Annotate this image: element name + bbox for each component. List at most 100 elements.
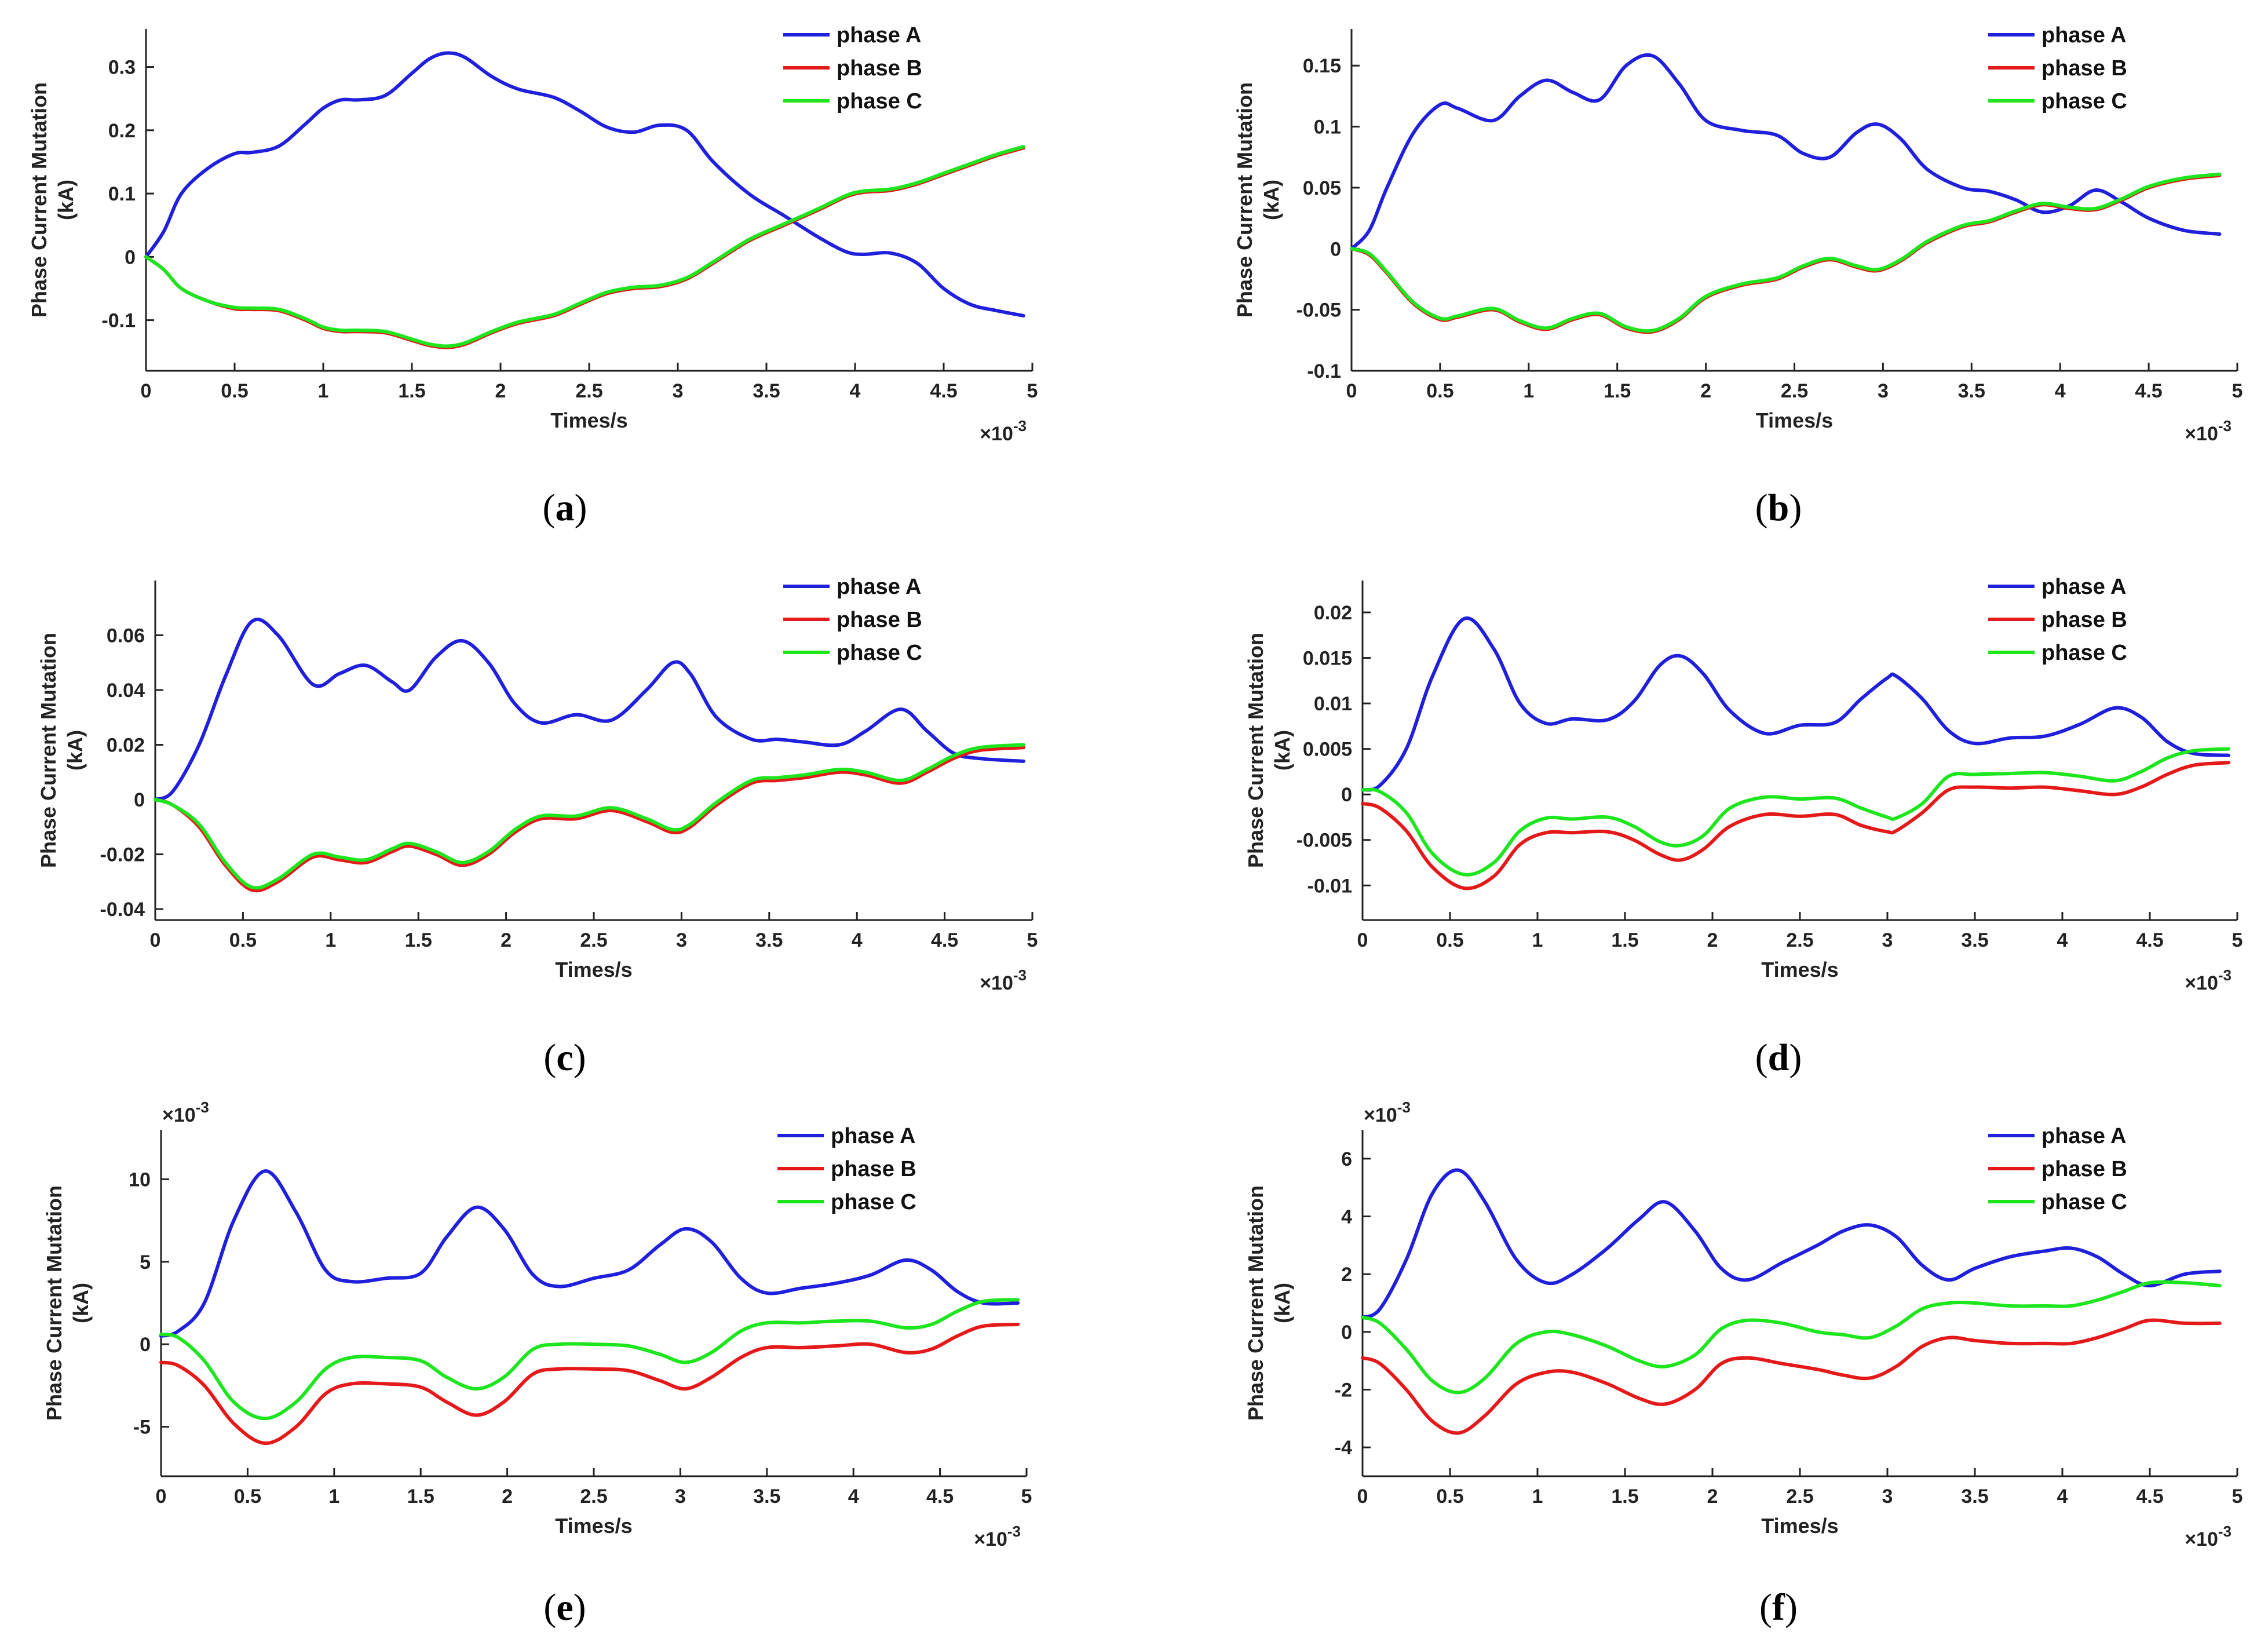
x-tick-label: 3 — [1878, 380, 1889, 402]
series-line-phase-b — [1361, 761, 2230, 890]
legend-entry: phase C — [831, 1190, 916, 1214]
x-tick-label: 3.5 — [755, 929, 783, 951]
y-tick-label: 0.04 — [107, 680, 145, 702]
x-tick-label: 1.5 — [398, 380, 425, 402]
panel-caption: (c) — [543, 1036, 586, 1079]
x-tick-label: 0 — [1346, 380, 1357, 402]
y-tick-label: -0.04 — [100, 899, 145, 921]
x-tick-label: 4 — [2055, 380, 2066, 402]
x-tick-label: 0 — [156, 1486, 167, 1508]
x-tick-label: 3.5 — [1961, 1486, 1988, 1508]
x-tick-label: 0 — [1357, 1486, 1368, 1508]
x-axis-exponent: ×10-3 — [2185, 966, 2232, 994]
x-tick-label: 4 — [852, 929, 863, 951]
x-tick-label: 2.5 — [1781, 380, 1808, 402]
x-tick-label: 2 — [502, 1486, 513, 1508]
x-axis-exponent: ×10-3 — [980, 966, 1027, 994]
x-tick-label: 4 — [848, 1486, 859, 1508]
series-line-phase-a — [144, 51, 1025, 317]
legend-entry: phase A — [2041, 575, 2126, 599]
x-axis-label: Times/s — [555, 958, 632, 981]
y-tick-label: -5 — [133, 1417, 151, 1439]
x-tick-label: 1.5 — [1611, 1486, 1638, 1508]
y-tick-label: -0.02 — [100, 844, 145, 866]
y-tick-label: 0.06 — [107, 625, 145, 647]
y-tick-label: 0.02 — [1314, 602, 1352, 624]
x-tick-label: 0.5 — [234, 1486, 261, 1508]
y-tick-label: 0.005 — [1303, 739, 1352, 761]
chart-panel-d: 0 0.5 1 1.5 2 2.5 3 3.5 4 4.5 5 -0.01 -0.005 0 0.005 0.… — [1244, 575, 2243, 1079]
x-tick-label: 0.5 — [221, 380, 248, 402]
x-tick-label: 1 — [1532, 1486, 1543, 1508]
x-tick-label: 2 — [1707, 1486, 1718, 1508]
x-tick-label: 3.5 — [1961, 929, 1988, 951]
y-axis-unit: (kA) — [1259, 180, 1283, 220]
series-line-phase-a — [1361, 1168, 2222, 1319]
y-tick-label: 0.05 — [1303, 177, 1341, 199]
x-tick-label: 3.5 — [1958, 380, 1985, 402]
x-tick-label: 4 — [850, 380, 861, 402]
x-tick-label: 5 — [2232, 1486, 2243, 1508]
y-tick-label: 0.2 — [108, 120, 136, 142]
x-tick-label: 3 — [1882, 1486, 1893, 1508]
x-tick-label: 1 — [328, 1486, 339, 1508]
legend-entry: phase A — [2041, 23, 2126, 48]
x-axis-label: Times/s — [555, 1514, 632, 1538]
panel-caption: (a) — [543, 487, 587, 529]
x-tick-label: 4 — [2057, 929, 2068, 951]
x-tick-label: 2 — [501, 929, 512, 951]
y-tick-label: 0 — [125, 246, 136, 268]
x-tick-label: 0.5 — [1436, 929, 1463, 951]
legend-entry: phase B — [2041, 608, 2127, 632]
x-tick-label: 1.5 — [405, 929, 432, 951]
y-tick-label: -0.1 — [101, 310, 136, 332]
x-axis-label: Times/s — [1756, 408, 1833, 432]
series-line-phase-b — [159, 1323, 1020, 1446]
x-tick-label: 2 — [1700, 380, 1711, 402]
chart-panel-f: 0 0.5 1 1.5 2 2.5 3 3.5 4 4.5 5 -4 -2 0 2 4 6 Times/s ×10-… — [1244, 1098, 2243, 1629]
series-line-phase-c — [1361, 747, 2230, 877]
x-axis-exponent: ×10-3 — [974, 1523, 1021, 1550]
x-axis-label: Times/s — [1761, 1514, 1838, 1538]
y-tick-label: 4 — [1341, 1206, 1352, 1228]
y-axis-label: Phase Current Mutation — [1244, 1185, 1268, 1421]
legend-entry: phase A — [831, 1124, 915, 1148]
legend-entry: phase C — [837, 89, 922, 114]
legend-entry: phase A — [2041, 1124, 2126, 1148]
chart-panel-c: 0 0.5 1 1.5 2 2.5 3 3.5 4 4.5 5 -0.04 -0.02 0 0.02 0.04… — [36, 575, 1038, 1079]
y-tick-label: 0.1 — [108, 183, 136, 205]
series-line-phase-a — [159, 1169, 1020, 1338]
y-axis-unit: (kA) — [63, 730, 87, 771]
panel-caption: (e) — [543, 1586, 586, 1629]
y-tick-label: 0 — [1341, 1322, 1352, 1344]
x-tick-label: 0 — [150, 929, 161, 951]
legend-entry: phase B — [831, 1157, 916, 1181]
legend-entry: phase B — [2041, 1157, 2127, 1181]
y-tick-label: 0.02 — [107, 735, 145, 757]
series-line-phase-a — [154, 618, 1025, 802]
legend-entry: phase B — [837, 608, 922, 632]
y-axis-unit: (kA) — [54, 180, 78, 220]
x-tick-label: 2.5 — [580, 929, 607, 951]
x-tick-label: 5 — [2232, 380, 2243, 402]
x-tick-label: 3 — [675, 1486, 686, 1508]
x-tick-label: 1.5 — [407, 1486, 434, 1508]
x-axis-exponent: ×10-3 — [980, 417, 1027, 445]
chart-panel-a: 0 0.5 1 1.5 2 2.5 3 3.5 4 4.5 5 -0.1 0 0.1 0.2 0.3 Times… — [27, 23, 1038, 529]
y-tick-label: -0.01 — [1308, 875, 1353, 897]
y-tick-label: 0 — [134, 789, 145, 811]
x-tick-label: 2.5 — [580, 1486, 607, 1508]
y-tick-label: -2 — [1335, 1379, 1352, 1402]
y-tick-label: 0.1 — [1314, 116, 1341, 138]
y-tick-label: -0.05 — [1296, 300, 1342, 322]
y-axis-label: Phase Current Mutation — [36, 633, 60, 868]
y-tick-label: 0.01 — [1314, 693, 1352, 715]
y-tick-label: 10 — [129, 1169, 151, 1191]
x-tick-label: 5 — [1021, 1486, 1032, 1508]
x-tick-label: 1 — [1523, 380, 1534, 402]
x-tick-label: 4.5 — [2136, 1486, 2163, 1508]
x-tick-label: 4.5 — [2135, 380, 2162, 402]
y-tick-label: 2 — [1341, 1264, 1352, 1286]
panel-caption: (f) — [1759, 1586, 1798, 1629]
